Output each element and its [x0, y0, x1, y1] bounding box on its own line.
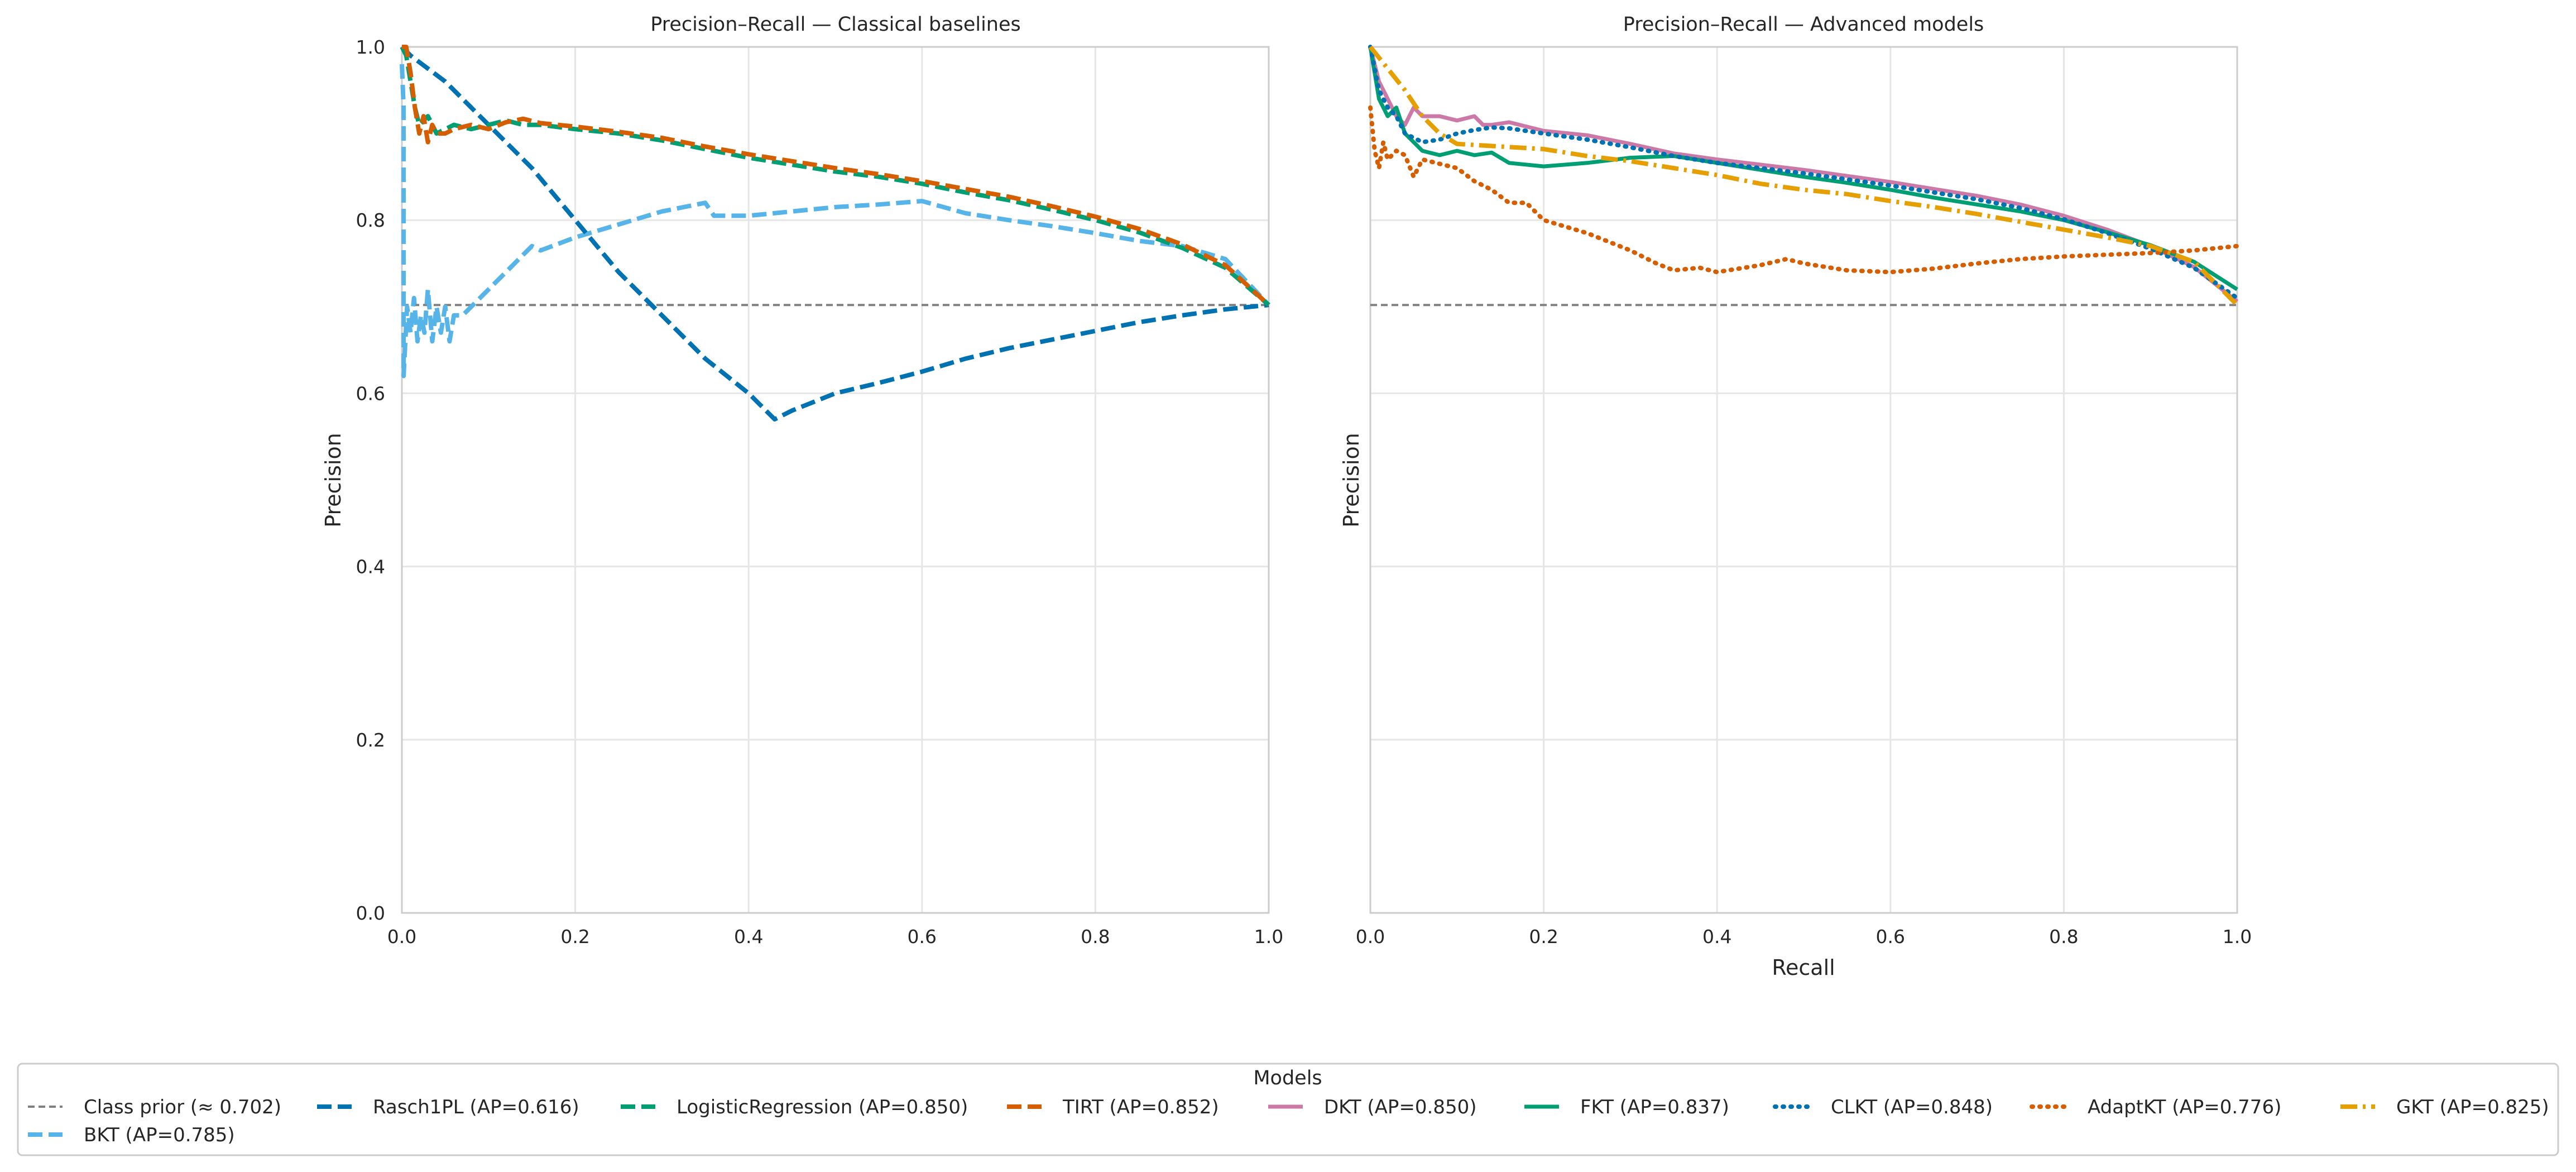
x-tick-label: 0.2	[560, 926, 589, 948]
legend-label: LogisticRegression (AP=0.850)	[677, 1096, 968, 1118]
legend-label: FKT (AP=0.837)	[1580, 1096, 1729, 1118]
legend-entry-dkt-ap-0-850: DKT (AP=0.850)	[1268, 1096, 1477, 1118]
x-tick-label: 0.6	[1876, 926, 1905, 948]
plot-area-frame	[401, 46, 1270, 914]
series-line-adaptkt-ap-0-776	[1368, 105, 2239, 275]
plot-area-frame	[1369, 46, 2238, 914]
legend-entry-class-prior-0-702: Class prior (≈ 0.702)	[28, 1096, 281, 1118]
legend-entry-clkt-ap-0-848: CLKT (AP=0.848)	[1773, 1096, 1993, 1118]
legend-entry-rasch1pl-ap-0-616: Rasch1PL (AP=0.616)	[317, 1096, 579, 1118]
x-tick-label: 0.6	[908, 926, 937, 948]
y-axis-label: Precision	[1339, 433, 1364, 528]
y-tick-label: 0.4	[356, 556, 385, 578]
series-line-tirt-ap-0-852	[402, 45, 1270, 307]
chart-title: Precision–Recall — Classical baselines	[650, 13, 1021, 36]
legend-entry-tirt-ap-0-852: TIRT (AP=0.852)	[1007, 1096, 1219, 1118]
legend-label: AdaptKT (AP=0.776)	[2088, 1096, 2281, 1118]
series-line-clkt-ap-0-848	[1368, 45, 2239, 300]
series-line-gkt-ap-0-825	[1368, 45, 2239, 307]
series-line-fkt-ap-0-837	[1368, 46, 2238, 291]
x-tick-label: 1.0	[1254, 926, 1283, 948]
x-tick-label: 0.0	[1356, 926, 1385, 948]
y-tick-label: 1.0	[356, 36, 385, 58]
chart-classical: Precision–Recall — Classical baselines 0…	[321, 13, 1283, 948]
series-line-dkt-ap-0-850	[1368, 46, 2239, 303]
legend-entry-gkt-ap-0-825: GKT (AP=0.825)	[2340, 1096, 2549, 1118]
chart-title: Precision–Recall — Advanced models	[1623, 13, 1984, 36]
legend-entry-adaptkt-ap-0-776: AdaptKT (AP=0.776)	[2030, 1096, 2281, 1118]
x-tick-label: 0.4	[734, 926, 763, 948]
legend-label: BKT (AP=0.785)	[84, 1124, 235, 1146]
legend-label: Rasch1PL (AP=0.616)	[373, 1096, 579, 1118]
legend-label: CLKT (AP=0.848)	[1831, 1096, 1993, 1118]
y-tick-label: 0.8	[356, 209, 385, 231]
x-tick-label: 0.8	[2049, 926, 2078, 948]
x-tick-label: 0.8	[1081, 926, 1110, 948]
legend-label: TIRT (AP=0.852)	[1062, 1096, 1219, 1118]
x-tick-label: 0.0	[387, 926, 416, 948]
chart-advanced: Precision–Recall — Advanced models 0.0 0.…	[1339, 13, 2252, 980]
legend-frame	[17, 1063, 2559, 1156]
legend-label: Class prior (≈ 0.702)	[84, 1096, 281, 1118]
series-line-bkt-ap-0-785	[400, 64, 1270, 379]
y-axis-label: Precision	[321, 433, 346, 528]
x-tick-label: 1.0	[2223, 926, 2252, 948]
legend-entry-bkt-ap-0-785: BKT (AP=0.785)	[28, 1124, 235, 1146]
legend-entry-fkt-ap-0-837: FKT (AP=0.837)	[1524, 1096, 1729, 1118]
x-axis-label: Recall	[1772, 955, 1835, 980]
legend-entry-logisticregression-ap-0-850: LogisticRegression (AP=0.850)	[621, 1096, 968, 1118]
legend-label: DKT (AP=0.850)	[1324, 1096, 1477, 1118]
series-line-rasch1pl-ap-0-616	[400, 45, 1269, 422]
legend-label: GKT (AP=0.825)	[2396, 1096, 2549, 1118]
y-tick-label: 0.0	[356, 902, 385, 924]
y-tick-label: 0.6	[356, 382, 385, 404]
legend-title: Models	[1253, 1067, 1322, 1089]
x-tick-label: 0.4	[1702, 926, 1731, 948]
x-tick-label: 0.2	[1529, 926, 1558, 948]
legend: Models Class prior (≈ 0.702) Rasch1PL (AP…	[17, 1063, 2559, 1156]
y-tick-label: 0.2	[356, 729, 385, 751]
